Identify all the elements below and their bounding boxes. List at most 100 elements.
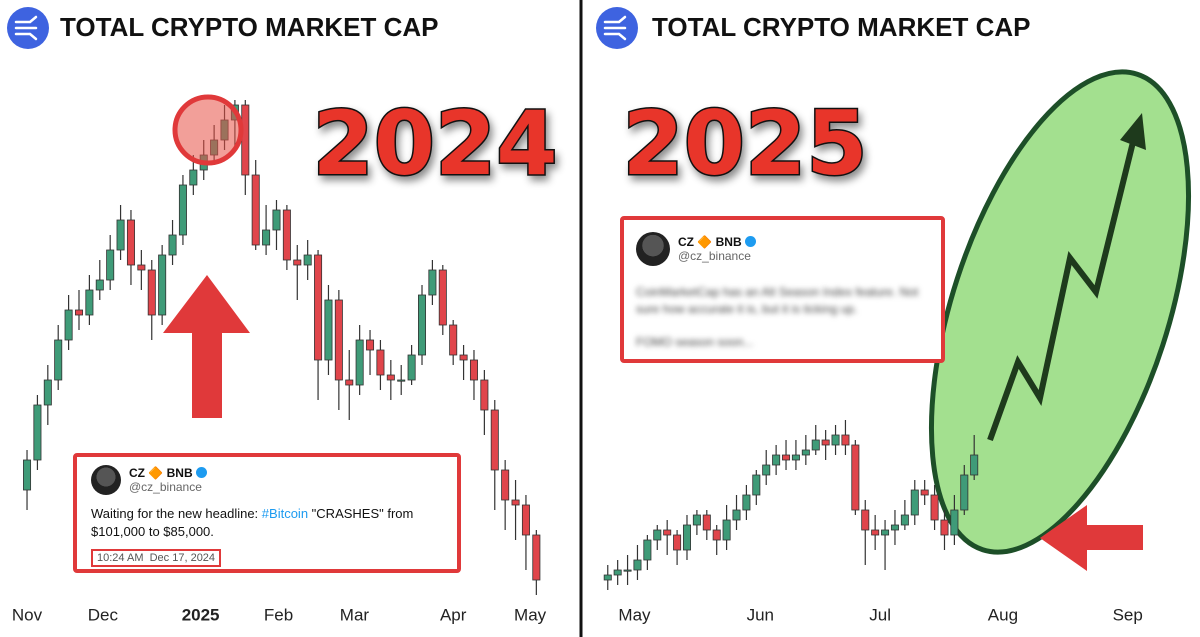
year-annotation: 2024	[313, 92, 558, 195]
candle-body	[116, 219, 125, 251]
x-tick-label: Sep	[1113, 605, 1143, 624]
tweet-text-part: "CRASHES" from $101,000 to $85,000.	[91, 506, 414, 539]
logo	[596, 7, 638, 49]
candle-body	[782, 454, 791, 461]
candle-body	[791, 454, 800, 461]
hashtag: #Bitcoin	[261, 506, 309, 521]
candle-body	[168, 234, 177, 256]
plots: Nov Dec 2025 Feb Mar Apr May May Jun Jul Aug Sep	[12, 100, 1143, 624]
candle-body	[480, 379, 489, 411]
candle-body	[613, 569, 622, 576]
candle-body	[490, 409, 499, 471]
annotations-front	[163, 94, 1146, 571]
candle-body	[682, 524, 691, 551]
tweet-name: CZ 🔶 BNB	[129, 466, 207, 480]
candle-body	[742, 494, 751, 511]
candle-body	[643, 539, 652, 561]
candle-body	[54, 339, 63, 381]
chart-title: TOTAL CRYPTO MARKET CAP	[60, 12, 438, 42]
candle-body	[64, 309, 73, 341]
verified-badge	[744, 236, 756, 247]
candle-body	[653, 529, 662, 541]
candle-body	[663, 529, 672, 536]
candle-body	[137, 264, 146, 271]
tweet-header: CZ 🔶 BNB @cz_binance	[91, 465, 443, 495]
candle-body	[126, 219, 135, 266]
tweet-text: FOMO season soon...	[636, 335, 754, 349]
tweet-handle: @cz_binance	[678, 249, 751, 263]
x-tick-label: 2025	[182, 605, 220, 624]
candle-body	[841, 434, 850, 446]
candle-body	[386, 374, 395, 381]
candle-body	[366, 339, 375, 351]
x-tick-label: Feb	[264, 605, 293, 624]
candle-body	[960, 474, 969, 511]
candle-body	[303, 254, 312, 266]
x-tick-label: Apr	[440, 605, 467, 624]
candle-body	[106, 249, 115, 281]
tweet-text: CoinMarketCap has an Alt Season Index fe…	[636, 285, 919, 316]
candle-body	[438, 269, 447, 326]
candle-body	[241, 104, 250, 176]
candle-body	[950, 509, 959, 536]
candle-body	[449, 324, 458, 356]
candle-body	[633, 559, 642, 571]
candle-body	[851, 444, 860, 511]
tweet-text-part: Waiting for the new headline:	[91, 506, 259, 521]
candle-body	[821, 439, 830, 446]
logo	[7, 7, 49, 49]
candle-body	[752, 474, 761, 496]
candle-body	[890, 524, 899, 531]
candle-body	[469, 359, 478, 381]
candle-body	[920, 489, 929, 496]
candle-body	[428, 269, 437, 296]
candle-body	[511, 499, 520, 506]
candle-body	[772, 454, 781, 466]
candle-body	[861, 509, 870, 531]
x-tick-label: Nov	[12, 605, 43, 624]
candle-body	[376, 349, 385, 376]
candle-body	[970, 454, 979, 476]
tweet-name: CZ 🔶 BNB	[678, 235, 756, 249]
candle-body	[282, 209, 291, 261]
candle-body	[74, 309, 83, 316]
candle-body	[43, 379, 52, 406]
candle-body	[603, 574, 612, 581]
candle-body	[623, 569, 632, 572]
candle-body	[900, 514, 909, 526]
candle-body	[712, 529, 721, 541]
candle-body	[178, 184, 187, 236]
tweet-time: 10:24 AM	[97, 552, 144, 564]
candle-body	[521, 504, 530, 536]
candle-body	[722, 519, 731, 541]
tweet-name: CZ 🔶 BNB	[129, 466, 193, 480]
candle-body	[732, 509, 741, 521]
candle-body	[501, 469, 510, 501]
candle-body	[293, 259, 302, 266]
candle-body	[702, 514, 711, 531]
candle-body	[673, 534, 682, 551]
tweet-name: CZ 🔶 BNB	[678, 235, 742, 249]
avatar	[91, 465, 121, 495]
avatar	[636, 232, 670, 266]
x-tick-label: Mar	[340, 605, 370, 624]
candle-body	[345, 379, 354, 386]
candle-body	[251, 174, 260, 246]
candle-body	[324, 299, 333, 361]
candle-body	[459, 354, 468, 361]
candle-body	[930, 494, 939, 521]
candle-body	[95, 279, 104, 291]
candle-body	[532, 534, 541, 581]
x-tick-label: Jul	[869, 605, 891, 624]
candle-body	[158, 254, 167, 316]
candle-body	[692, 514, 701, 526]
candle-body	[418, 294, 427, 356]
candle-body	[314, 254, 323, 361]
candle-body	[801, 449, 810, 456]
candle-body	[355, 339, 364, 386]
verified-badge	[195, 467, 207, 478]
candle-body	[407, 354, 416, 381]
tweet-date: Dec 17, 2024	[149, 552, 216, 564]
